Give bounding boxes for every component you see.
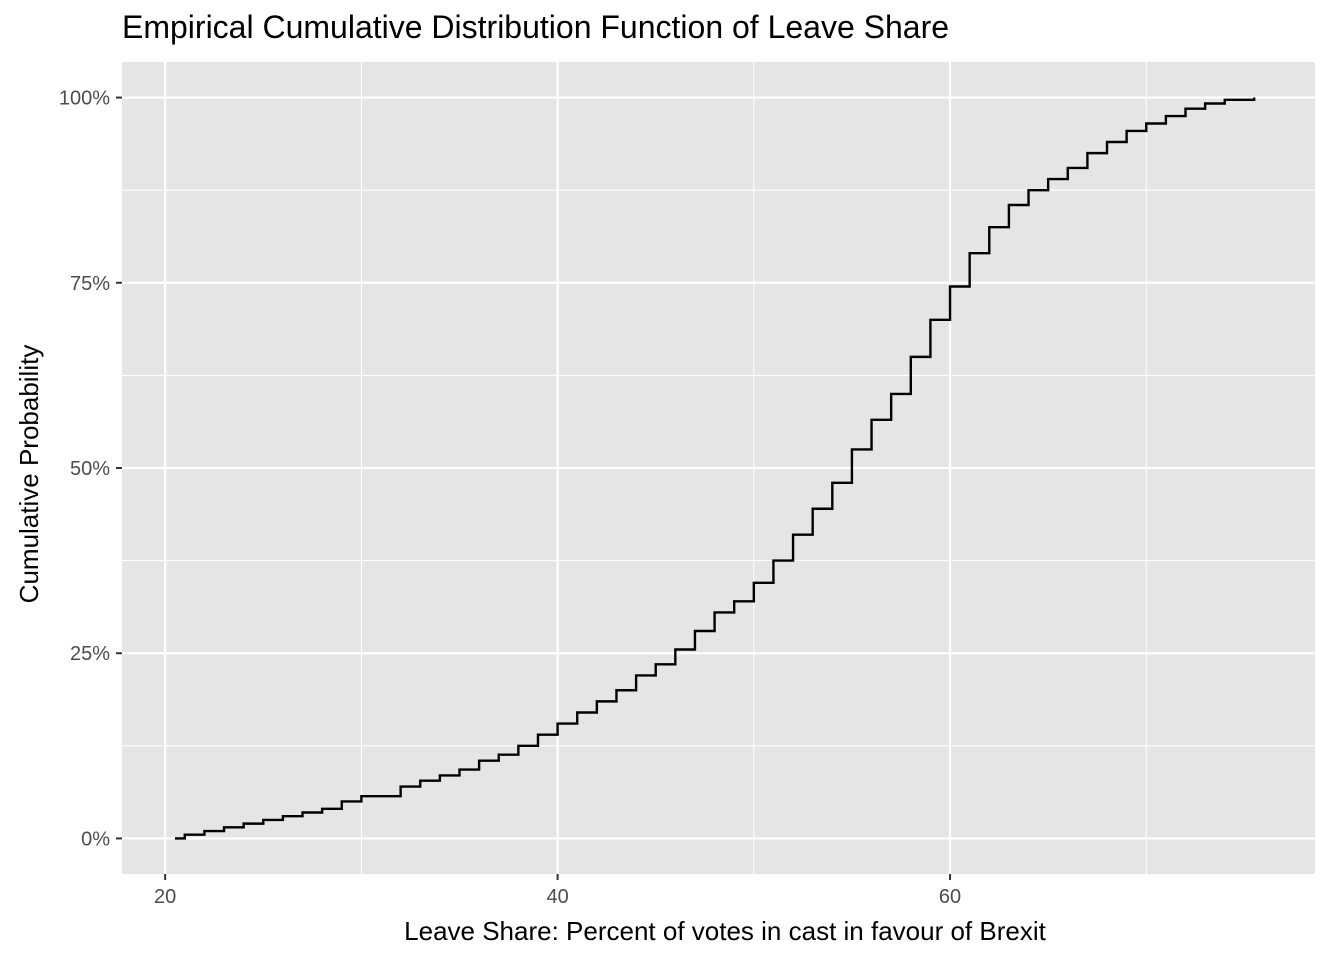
ecdf-series — [174, 97, 1256, 840]
x-axis-title: Leave Share: Percent of votes in cast in… — [404, 916, 1046, 946]
y-tick-label: 0% — [81, 828, 110, 850]
ecdf-step-line — [174, 97, 1256, 840]
chart-title: Empirical Cumulative Distribution Functi… — [122, 9, 949, 45]
x-tick-label: 40 — [546, 886, 568, 908]
x-tick-label: 60 — [939, 886, 961, 908]
y-tick-label: 100% — [59, 88, 110, 110]
y-tick-label: 50% — [70, 458, 110, 480]
y-tick-label: 75% — [70, 273, 110, 295]
y-tick-label: 25% — [70, 643, 110, 665]
major-gridlines — [122, 62, 1315, 874]
x-axis: 20 40 60 — [154, 874, 961, 908]
y-axis: 0% 25% 50% 75% 100% — [59, 88, 122, 850]
y-axis-title: Cumulative Probability — [14, 345, 44, 604]
x-tick-label: 20 — [154, 886, 176, 908]
